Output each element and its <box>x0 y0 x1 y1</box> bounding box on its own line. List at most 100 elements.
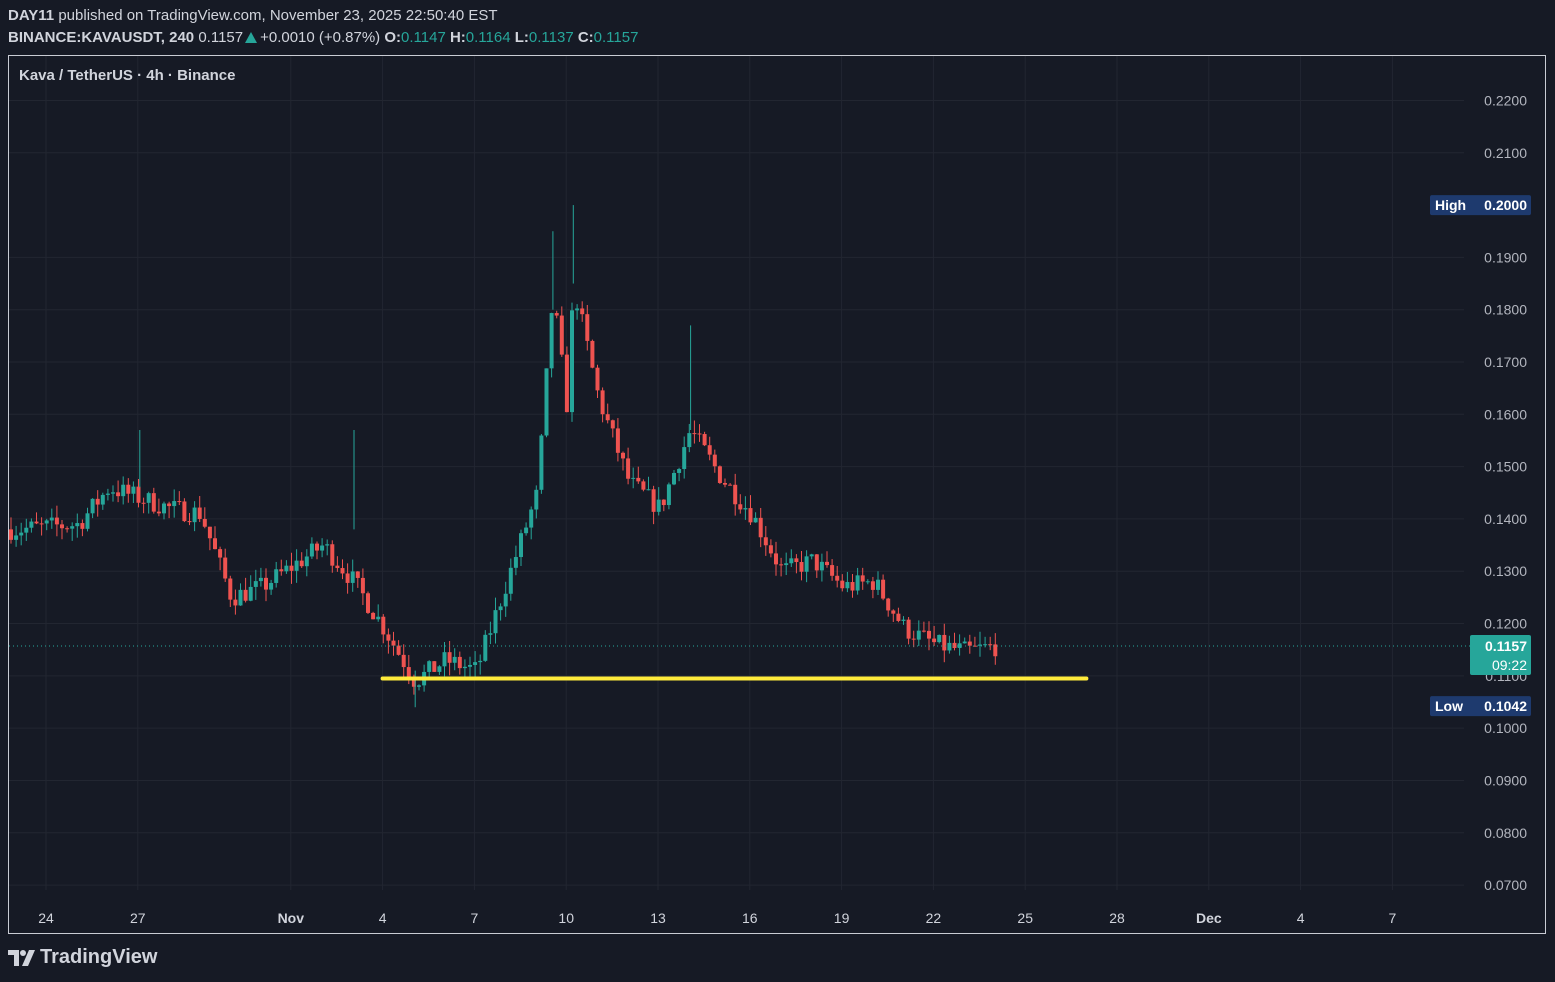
candle-body <box>983 644 988 646</box>
candle-body <box>34 521 39 524</box>
x-tick-label: 19 <box>834 910 850 926</box>
candle-body <box>218 549 223 558</box>
candle-body <box>49 517 54 521</box>
x-tick-label: 22 <box>926 910 942 926</box>
candle-body <box>274 569 279 583</box>
candle-body <box>758 517 763 538</box>
publisher-name[interactable]: DAY11 <box>8 7 55 24</box>
y-tick-label: 0.1500 <box>1484 459 1527 475</box>
candle-body <box>957 643 962 648</box>
candle-body <box>473 662 478 665</box>
y-tick-label: 0.1300 <box>1484 563 1527 579</box>
candle-body <box>19 532 24 536</box>
candle-body <box>544 368 549 436</box>
y-tick-label: 0.1200 <box>1484 616 1527 632</box>
candle-body <box>162 503 166 514</box>
candle-body <box>590 340 595 368</box>
candle-body <box>447 652 452 663</box>
candle-body <box>60 524 64 529</box>
candle-body <box>29 521 34 528</box>
candle-body <box>921 630 926 632</box>
candle-body <box>814 554 819 571</box>
candle-body <box>371 612 376 620</box>
candle-body <box>284 565 289 572</box>
high-value: 0.1164 <box>465 29 511 46</box>
candle-body <box>304 556 309 567</box>
candle-body <box>666 484 671 506</box>
candle-body <box>85 513 90 529</box>
candle-body <box>187 521 192 523</box>
tradingview-logo-icon <box>8 949 35 966</box>
candle-body <box>605 414 610 421</box>
y-tick-label: 0.1000 <box>1484 720 1527 736</box>
y-tick-label: 0.1700 <box>1484 354 1527 370</box>
x-tick-label: 24 <box>38 910 54 926</box>
low-marker-label: Low <box>1435 698 1463 714</box>
candle-body <box>105 493 110 495</box>
candle-body <box>621 452 625 459</box>
candle-body <box>141 502 146 504</box>
candle-body <box>39 523 44 525</box>
candle-body <box>238 589 243 606</box>
candle-body <box>213 538 217 550</box>
candle-body <box>253 581 258 587</box>
candle-body <box>942 634 947 651</box>
y-tick-label: 0.1800 <box>1484 302 1527 318</box>
candle-body <box>432 661 437 672</box>
symbol-name[interactable]: BINANCE:KAVAUSDT <box>8 29 161 46</box>
candle-body <box>937 634 942 643</box>
candle-body <box>580 308 585 315</box>
candle-body <box>952 642 957 648</box>
candle-body <box>151 493 156 512</box>
candle-body <box>615 428 620 453</box>
candle-body <box>376 616 381 620</box>
candle-body <box>406 667 411 678</box>
candle-body <box>401 654 406 668</box>
candle-body <box>197 507 202 519</box>
candle-body <box>223 557 228 579</box>
candle-body <box>360 577 365 594</box>
candle-body <box>177 501 182 503</box>
candle-body <box>248 586 253 601</box>
candle-body <box>738 504 743 510</box>
candle-body <box>855 575 860 591</box>
candle-body <box>121 484 126 497</box>
y-tick-label: 0.0900 <box>1484 772 1527 788</box>
candle-body <box>916 630 921 640</box>
candle-body <box>381 616 386 635</box>
candle-body <box>870 581 875 590</box>
x-tick-label: 13 <box>650 910 666 926</box>
candle-body <box>595 367 600 391</box>
candle-body <box>651 489 656 512</box>
x-tick-label: 4 <box>1297 910 1305 926</box>
low-value: 0.1137 <box>528 29 574 46</box>
candle-body <box>891 610 896 614</box>
candle-body <box>437 666 442 672</box>
interval-label: 240 <box>169 29 195 46</box>
candle-body <box>207 526 212 539</box>
price-chart[interactable]: 0.2200 0.2100 0.1900 0.1800 0.1700 0.1600 0.15… <box>9 56 1545 933</box>
candle-body <box>14 535 19 540</box>
candle-body <box>468 664 472 667</box>
high-marker-label: High <box>1435 197 1466 213</box>
candle-body <box>564 354 569 413</box>
candle-body <box>967 641 972 646</box>
candle-body <box>366 593 370 613</box>
candle-body <box>575 308 580 311</box>
candle-body <box>702 434 707 446</box>
x-tick-label: 16 <box>742 910 758 926</box>
candle-body <box>258 577 263 582</box>
candle-body <box>789 558 794 564</box>
candle-body <box>44 520 49 524</box>
candle-body <box>784 563 789 566</box>
candle-body <box>631 477 636 479</box>
tradingview-footer[interactable]: TradingView <box>8 946 157 969</box>
x-tick-label: 7 <box>1389 910 1397 926</box>
candle-body <box>717 466 722 483</box>
candle-body <box>335 565 340 569</box>
candle-body <box>355 571 360 578</box>
open-label: O: <box>384 29 402 46</box>
candle-body <box>508 567 513 594</box>
candle-body <box>519 533 523 558</box>
bar-countdown: 09:22 <box>1492 657 1527 673</box>
